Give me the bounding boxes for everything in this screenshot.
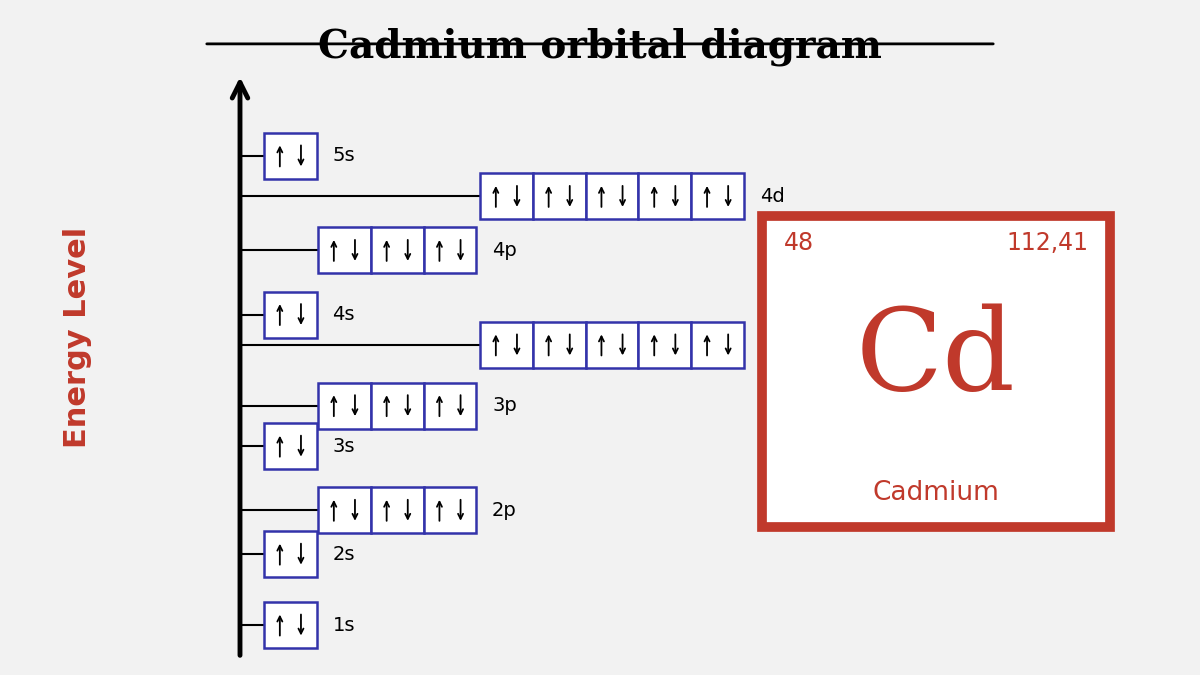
- Bar: [264, 531, 317, 577]
- Text: 2p: 2p: [492, 501, 517, 520]
- Text: Cadmium orbital diagram: Cadmium orbital diagram: [318, 27, 882, 65]
- Text: Cadmium: Cadmium: [872, 480, 1000, 506]
- Bar: [264, 292, 317, 338]
- Bar: [480, 322, 533, 368]
- Text: 112,41: 112,41: [1007, 231, 1088, 255]
- Text: 1s: 1s: [332, 616, 355, 634]
- Bar: [424, 487, 476, 533]
- Bar: [264, 423, 317, 469]
- Bar: [264, 133, 317, 179]
- Bar: [371, 487, 424, 533]
- Bar: [318, 383, 371, 429]
- Bar: [264, 602, 317, 648]
- Text: 3p: 3p: [492, 396, 517, 415]
- Bar: [586, 322, 638, 368]
- Bar: [480, 173, 533, 219]
- Bar: [371, 227, 424, 273]
- Text: 4p: 4p: [492, 241, 517, 260]
- Bar: [371, 383, 424, 429]
- Bar: [424, 227, 476, 273]
- Bar: [638, 173, 691, 219]
- Bar: [691, 322, 744, 368]
- Text: 3d: 3d: [760, 335, 785, 354]
- Text: 5s: 5s: [332, 146, 355, 165]
- Bar: [586, 173, 638, 219]
- Text: 48: 48: [784, 231, 814, 255]
- Bar: [533, 173, 586, 219]
- Text: Energy Level: Energy Level: [64, 227, 92, 448]
- Text: 3s: 3s: [332, 437, 355, 456]
- Bar: [762, 216, 1110, 526]
- Bar: [691, 173, 744, 219]
- Bar: [424, 383, 476, 429]
- Bar: [318, 487, 371, 533]
- Bar: [638, 322, 691, 368]
- Text: 2s: 2s: [332, 545, 355, 564]
- Bar: [318, 227, 371, 273]
- Text: Cd: Cd: [856, 304, 1016, 414]
- Bar: [533, 322, 586, 368]
- Text: 4s: 4s: [332, 305, 355, 324]
- Text: 4d: 4d: [760, 187, 785, 206]
